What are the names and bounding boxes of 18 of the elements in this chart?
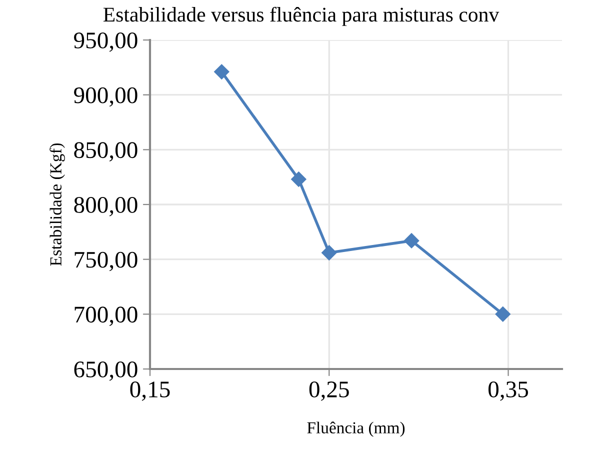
y-tick-label: 700,00 [74, 306, 138, 326]
chart-title: Estabilidade versus fluência para misturas conv [103, 6, 500, 26]
y-tick-label: 900,00 [74, 87, 138, 107]
point [495, 306, 510, 322]
point [291, 172, 306, 187]
y-tick-label: 650,00 [74, 361, 138, 381]
y-tick-label: 950,00 [74, 32, 138, 52]
point [214, 64, 230, 80]
x-tick-label: 0,25 [309, 381, 349, 401]
x-axis-title: Fluência (mm) [307, 422, 405, 437]
point [322, 245, 337, 260]
y-axis-title: Estabilidade (Kgf) [50, 143, 65, 266]
y-tick-label: 750,00 [74, 252, 138, 272]
x-tick-label: 0,15 [130, 381, 170, 401]
point [404, 233, 420, 248]
y-tick-label: 800,00 [74, 196, 138, 216]
y-tick-label: 850,00 [74, 142, 138, 162]
x-tick-label: 0,35 [488, 381, 528, 401]
